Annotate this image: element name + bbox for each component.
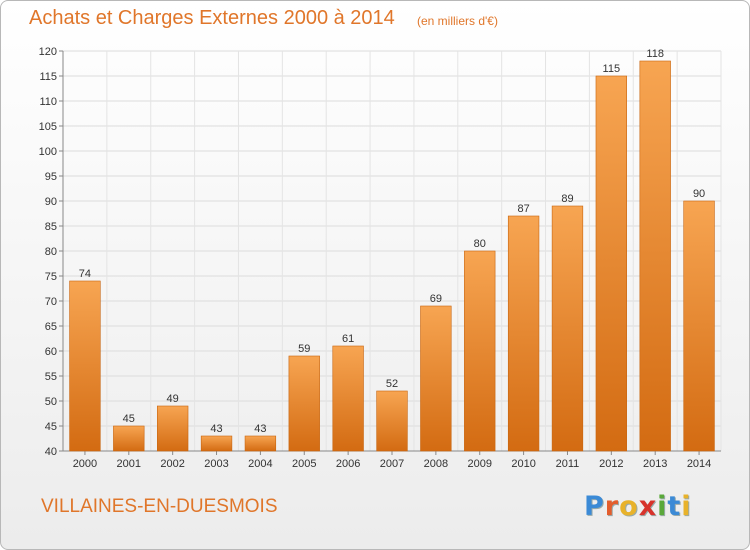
data-label: 52 (386, 378, 398, 390)
bar (639, 60, 671, 452)
y-tick-label: 60 (45, 346, 57, 358)
y-tick-label: 65 (45, 321, 57, 333)
x-tick-label: 2011 (556, 458, 580, 470)
x-tick-label: 2007 (380, 458, 404, 470)
x-tick-labels: 2000 2001 2002 2003 2004 2005 2006 2007 2008 2009… (73, 458, 712, 470)
bar (420, 305, 452, 452)
x-tick-label: 2006 (336, 458, 360, 470)
bar (507, 215, 540, 452)
x-tick-label: 2004 (248, 458, 272, 470)
data-label: 43 (254, 423, 266, 435)
x-tick-label: 2000 (73, 458, 97, 470)
logo-letter: t (667, 491, 682, 522)
y-tick-label: 95 (45, 171, 57, 183)
bar (244, 435, 277, 452)
y-tick-labels: 40 45 50 55 60 65 70 75 80 85 90 95 100 105 110 115 120 (39, 46, 57, 458)
y-tick-label: 120 (39, 46, 57, 58)
logo-letter: P (584, 491, 605, 522)
x-tick-label: 2002 (160, 458, 184, 470)
data-label: 118 (646, 48, 664, 60)
y-tick-label: 90 (45, 196, 57, 208)
data-labels: 74 45 49 43 43 59 61 52 69 80 87 89 115 118 90 (79, 48, 705, 435)
bar (69, 280, 101, 452)
x-tick-label: 2012 (599, 458, 623, 470)
data-label: 87 (517, 203, 529, 215)
logo-letter: o (619, 491, 639, 522)
data-label: 59 (298, 343, 310, 355)
logo-letter: i (657, 491, 668, 522)
x-tick-label: 2001 (117, 458, 141, 470)
data-label: 89 (561, 193, 573, 205)
bar (464, 250, 496, 452)
y-tick-label: 85 (45, 221, 57, 233)
data-label: 49 (167, 393, 179, 405)
bar (288, 355, 320, 452)
data-label: 80 (474, 238, 486, 250)
y-tick-label: 105 (39, 121, 57, 133)
x-tick-label: 2003 (204, 458, 228, 470)
bar (113, 425, 145, 452)
x-tick-label: 2014 (687, 458, 711, 470)
bar (595, 75, 627, 452)
y-tick-label: 100 (39, 146, 57, 158)
data-label: 90 (693, 188, 705, 200)
y-tick-label: 70 (45, 296, 57, 308)
bars (69, 60, 715, 452)
y-tick-label: 115 (39, 71, 57, 83)
y-tick-label: 80 (45, 246, 57, 258)
data-label: 74 (79, 268, 91, 280)
bar (376, 390, 408, 452)
x-tick-label: 2013 (643, 458, 667, 470)
proxiti-logo: Proxiti (584, 491, 692, 522)
y-tick-label: 55 (45, 371, 57, 383)
y-tick-label: 40 (45, 446, 57, 458)
data-label: 69 (430, 293, 442, 305)
bar (332, 345, 364, 452)
logo-letter: x (638, 491, 658, 522)
y-tick-label: 45 (45, 421, 57, 433)
town-name: VILLAINES-EN-DUESMOIS (41, 496, 278, 517)
x-tick-label: 2010 (511, 458, 535, 470)
bar (200, 435, 233, 452)
x-tick-label: 2008 (424, 458, 448, 470)
logo-letter: i (681, 491, 692, 522)
y-tick-label: 75 (45, 271, 57, 283)
unit-note: (en milliers d'€) (417, 14, 498, 28)
chart-title: Achats et Charges Externes 2000 à 2014 (29, 7, 395, 29)
bar (157, 405, 189, 452)
y-tick-label: 110 (39, 96, 57, 108)
y-tick-label: 50 (45, 396, 57, 408)
bar (551, 205, 584, 452)
data-label: 45 (123, 413, 135, 425)
data-label: 43 (210, 423, 222, 435)
x-tick-label: 2009 (467, 458, 491, 470)
logo-letter: r (604, 491, 620, 522)
data-label: 61 (342, 333, 354, 345)
data-label: 115 (603, 63, 621, 75)
bar (683, 200, 715, 452)
x-tick-label: 2005 (292, 458, 316, 470)
